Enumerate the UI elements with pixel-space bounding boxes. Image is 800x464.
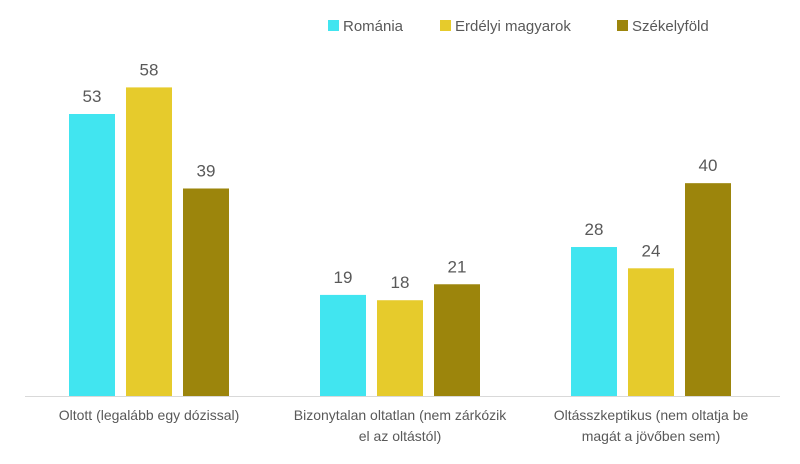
legend-label: Erdélyi magyarok (455, 18, 571, 35)
data-label: 19 (334, 268, 353, 287)
x-tick-label: magát a jövőben sem) (582, 428, 721, 444)
bar-1-1 (69, 114, 115, 396)
x-tick-label: el az oltástól) (359, 428, 441, 444)
legend-swatch (617, 20, 628, 31)
bar-2-1 (126, 87, 172, 396)
bar-3-2 (434, 284, 480, 396)
bar-2-2 (377, 300, 423, 396)
x-tick-label: Oltott (legalább egy dózissal) (59, 407, 240, 423)
data-label: 39 (197, 161, 216, 180)
data-label: 21 (448, 257, 467, 276)
x-tick-label: Oltásszkeptikus (nem oltatja be (554, 407, 749, 423)
bar-1-3 (571, 247, 617, 396)
x-tick-labels: Oltott (legalább egy dózissal) Bizonytala… (59, 407, 749, 444)
bar-3-1 (183, 188, 229, 396)
data-label: 28 (585, 220, 604, 239)
legend-swatch (328, 20, 339, 31)
bar-2-3 (628, 268, 674, 396)
bars: 53 19 28 58 18 24 39 21 40 (69, 60, 731, 396)
data-label: 18 (391, 273, 410, 292)
x-tick-label: Bizonytalan oltatlan (nem zárkózik (294, 407, 507, 423)
bar-1-2 (320, 294, 366, 396)
data-label: 53 (83, 87, 102, 106)
data-label: 58 (140, 60, 159, 79)
data-label: 24 (642, 241, 661, 260)
legend-swatch (440, 20, 451, 31)
legend: Románia Erdélyi magyarok Székelyföld (328, 18, 709, 35)
legend-label: Románia (343, 18, 404, 35)
data-label: 40 (699, 156, 718, 175)
bar-3-3 (685, 183, 731, 396)
legend-label: Székelyföld (632, 18, 709, 35)
